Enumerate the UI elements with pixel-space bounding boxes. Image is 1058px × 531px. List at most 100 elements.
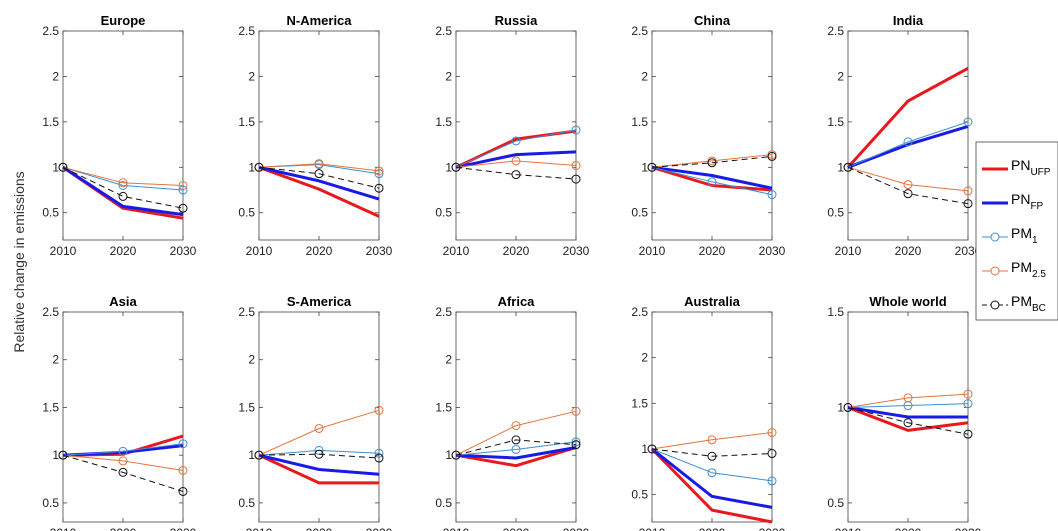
- x-tick-label: 2010: [835, 244, 862, 258]
- y-tick-label: 2.5: [631, 305, 648, 319]
- data-point-pm_25: [571, 160, 581, 170]
- x-tick-label: 2020: [503, 244, 530, 258]
- data-point-pm_bc: [647, 444, 657, 454]
- data-point-pm_bc: [451, 450, 461, 460]
- subplot-s-america: S-America 0.5 1 1.5 2 2.5 2010 2020 2030: [238, 294, 392, 531]
- y-tick-label: 1: [248, 160, 255, 174]
- data-point-pm_bc: [707, 451, 717, 461]
- data-point-pm_25: [118, 456, 128, 466]
- data-point-pm_25: [314, 423, 324, 433]
- series-line-pn_fp: [847, 124, 969, 169]
- series-line-pm_bc: [258, 453, 380, 459]
- y-tick-label: 2: [52, 353, 59, 367]
- series-line-pn_fp: [455, 446, 577, 460]
- y-tick-label: 2: [248, 353, 255, 367]
- x-tick-label: 2030: [759, 526, 786, 531]
- data-point-pm_bc: [118, 467, 128, 477]
- data-point-pm_1: [511, 136, 521, 146]
- y-tick-label: 1.5: [238, 400, 255, 414]
- series-line-pm_25: [455, 410, 577, 456]
- axes-box: [62, 311, 184, 523]
- x-tick-label: 2030: [170, 244, 197, 258]
- x-tick-label: 2010: [443, 526, 470, 531]
- legend-label: PM1: [1011, 225, 1038, 246]
- y-tick-label: 0.5: [827, 206, 844, 220]
- subplot-india: India 0.5 1 1.5 2 2.5 2010 2020 2030: [827, 13, 981, 258]
- data-point-pm_1: [707, 177, 717, 187]
- data-point-pm_bc: [767, 151, 777, 161]
- series-line-pm_25: [847, 393, 969, 408]
- data-point-pm_bc: [647, 162, 657, 172]
- y-tick-label: 2: [248, 69, 255, 83]
- subplot-africa: Africa 0.5 1 1.5 2 2.5 2010 2020 2030: [435, 294, 589, 531]
- data-point-pm_25: [571, 406, 581, 416]
- x-tick-label: 2010: [443, 244, 470, 258]
- x-tick-label: 2020: [110, 526, 137, 531]
- y-tick-label: 1: [248, 448, 255, 462]
- subplot-n-america: N-America 0.5 1 1.5 2 2.5 2010 2020 2030: [238, 13, 392, 258]
- x-tick-label: 2010: [50, 526, 77, 531]
- x-tick-label: 2010: [50, 244, 77, 258]
- y-tick-label: 1.5: [827, 305, 844, 319]
- data-point-pm_25: [178, 465, 188, 475]
- data-point-pm_25: [707, 435, 717, 445]
- y-tick-label: 1: [52, 160, 59, 174]
- series-line-pn_ufp: [455, 446, 577, 468]
- legend-item-pm_25: PM2.5: [982, 259, 1046, 280]
- series-line-pm_1: [62, 443, 184, 456]
- subplot-title: Whole world: [869, 294, 946, 309]
- data-point-pm_bc: [963, 199, 973, 209]
- data-point-pm_25: [374, 405, 384, 415]
- x-tick-label: 2010: [639, 526, 666, 531]
- series-line-pm_1: [847, 121, 969, 168]
- y-tick-label: 0.5: [435, 206, 452, 220]
- subplot-title: Europe: [101, 13, 146, 28]
- series-line-pm_25: [847, 166, 969, 192]
- series-line-pm_bc: [847, 166, 969, 205]
- subplot-title: Asia: [109, 294, 137, 309]
- legend-marker: [990, 300, 1000, 310]
- series-line-pm_bc: [62, 454, 184, 492]
- legend-item-pm_1: PM1: [982, 225, 1038, 246]
- subplot-australia: Australia 0.5 1 1.5 2 2.5 2010 2020 2030: [631, 294, 785, 531]
- data-point-pm_bc: [314, 449, 324, 459]
- data-point-pm_bc: [254, 162, 264, 172]
- legend-item-pm_bc: PMBC: [982, 293, 1046, 314]
- axes-box: [651, 30, 773, 241]
- data-point-pm_bc: [178, 486, 188, 496]
- data-point-pm_1: [374, 169, 384, 179]
- y-tick-label: 1: [837, 400, 844, 414]
- series-line-pn_ufp: [455, 129, 577, 169]
- data-point-pm_bc: [571, 174, 581, 184]
- y-tick-label: 0.5: [42, 496, 59, 510]
- data-point-pm_25: [963, 186, 973, 196]
- data-point-pm_1: [118, 180, 128, 190]
- subplot-china: China 0.5 1 1.5 2 2.5 2010 2020 2030: [631, 13, 785, 258]
- x-tick-label: 2010: [835, 526, 862, 531]
- data-point-pm_bc: [511, 435, 521, 445]
- data-point-pm_25: [511, 421, 521, 431]
- series-line-pm_1: [651, 166, 773, 196]
- series-line-pm_bc: [651, 155, 773, 168]
- data-point-pm_bc: [963, 429, 973, 439]
- y-tick-label: 0.5: [435, 496, 452, 510]
- subplot-title: S-America: [287, 294, 352, 309]
- series-line-pn_ufp: [846, 66, 969, 169]
- series-line-pm_1: [455, 129, 577, 168]
- y-tick-label: 1.5: [435, 400, 452, 414]
- series-line-pn_fp: [651, 165, 773, 190]
- subplot-asia: Asia 0.5 1 1.5 2 2.5 2010 2020 2030: [42, 294, 196, 531]
- series-line-pm_1: [62, 166, 184, 191]
- data-point-pm_25: [374, 166, 384, 176]
- data-point-pm_25: [767, 428, 777, 438]
- y-tick-label: 1: [641, 442, 648, 456]
- y-tick-label: 2.5: [238, 24, 255, 38]
- subplot-title: Australia: [684, 294, 740, 309]
- x-tick-label: 2020: [503, 526, 530, 531]
- series-line-pm_bc: [258, 166, 380, 189]
- data-point-pm_25: [118, 178, 128, 188]
- x-tick-label: 2020: [699, 244, 726, 258]
- data-point-pm_bc: [903, 418, 913, 428]
- data-point-pm_1: [767, 476, 777, 486]
- y-tick-label: 1.5: [435, 115, 452, 129]
